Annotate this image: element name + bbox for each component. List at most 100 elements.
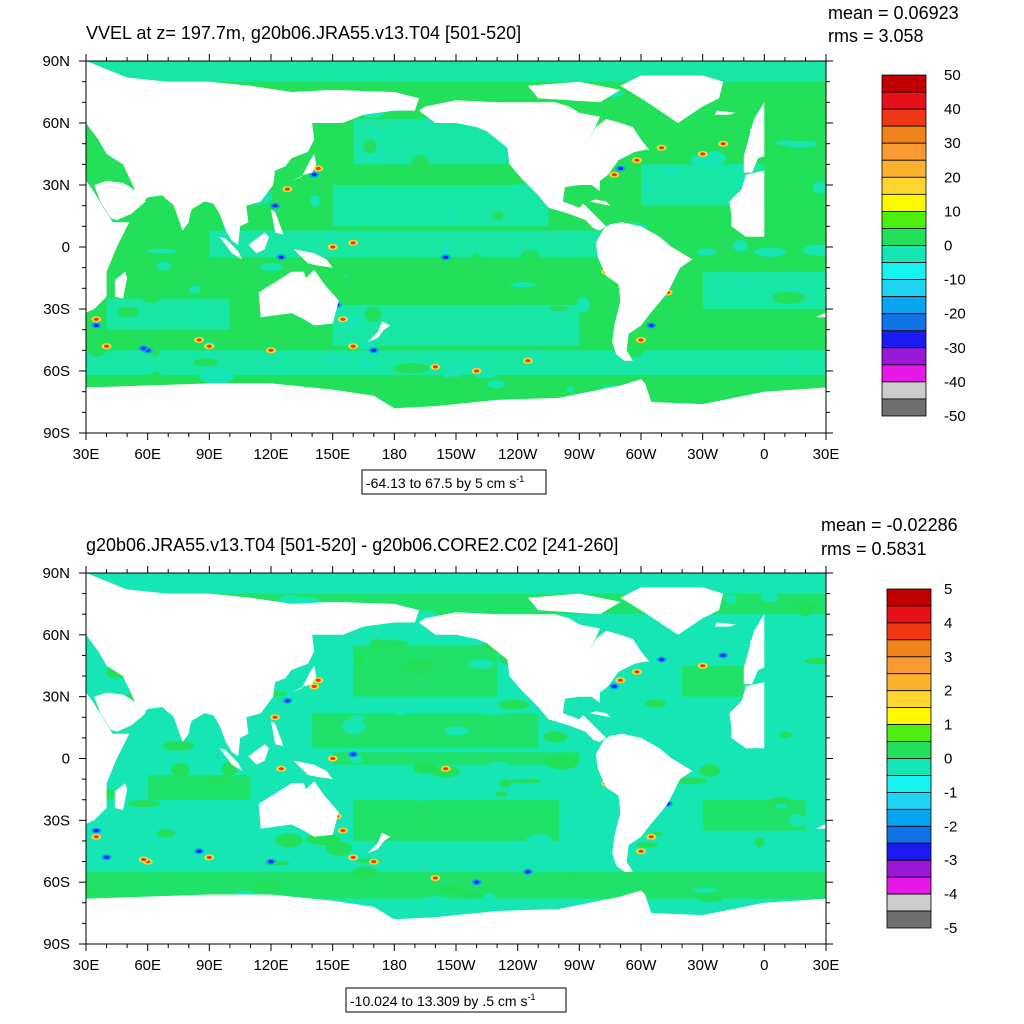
hotspot-outer xyxy=(50,352,60,358)
y-tick-label: 30S xyxy=(43,812,70,829)
colorbar-label: -4 xyxy=(944,886,957,903)
land-greenland xyxy=(620,75,724,123)
colorbar-bin xyxy=(881,125,927,144)
x-tick-label: 90W xyxy=(564,446,596,463)
contour-info-text: -10.024 to 13.309 by .5 cm s-1 xyxy=(350,992,535,1009)
field-patch xyxy=(342,718,366,735)
colorbar-label: 30 xyxy=(944,135,961,152)
field-patch xyxy=(690,154,718,166)
x-tick-label: 120W xyxy=(498,446,538,463)
field-patch xyxy=(652,835,680,842)
x-tick-label: 180 xyxy=(382,957,407,974)
land-africawest xyxy=(729,682,765,749)
colorbar-bin xyxy=(881,364,927,383)
x-tick-label: 180 xyxy=(382,446,407,463)
land-sumatra xyxy=(219,748,243,771)
field-patch xyxy=(483,892,496,901)
colorbar-bin xyxy=(886,775,932,793)
hotspot-inner xyxy=(311,173,317,177)
hotspot-inner xyxy=(104,855,110,860)
land-canadaarctic xyxy=(527,81,621,103)
contour-info-main: -64.13 to 67.5 by 5 cm s xyxy=(366,475,516,491)
hotspot-outer xyxy=(60,848,70,854)
hotspot-inner xyxy=(525,359,531,363)
hotspot-outer xyxy=(71,859,81,865)
field-patch xyxy=(117,306,139,318)
field-patch xyxy=(444,361,478,373)
field-patch xyxy=(775,803,788,809)
colorbar-bin xyxy=(881,91,927,110)
sign-band xyxy=(682,665,744,697)
field-patch xyxy=(275,833,303,848)
field-patch xyxy=(725,594,737,605)
field-patch xyxy=(481,706,508,716)
land-samerica xyxy=(595,733,693,872)
field-patch xyxy=(156,261,171,271)
field-patch xyxy=(328,277,364,292)
land-africawest xyxy=(729,170,765,237)
field-patch xyxy=(790,601,819,609)
colorbar-bin xyxy=(881,108,927,127)
hotspot-inner xyxy=(196,849,202,853)
hotspot-inner xyxy=(474,880,480,884)
colorbar-label: -30 xyxy=(944,340,966,357)
colorbar-bin xyxy=(886,622,932,641)
colorbar-label: 3 xyxy=(944,649,952,666)
field-patch xyxy=(526,834,552,846)
field-patch xyxy=(353,654,364,666)
field-patch xyxy=(260,263,283,271)
field-patch xyxy=(775,361,793,367)
field-patch xyxy=(734,163,744,173)
land-canadaarctic xyxy=(527,593,621,615)
sign-band xyxy=(86,61,826,82)
colorbar-label: -5 xyxy=(944,920,957,937)
hotspot-outer xyxy=(71,347,81,353)
sign-band xyxy=(332,752,580,765)
colorbar-bin xyxy=(886,605,932,624)
hotspot-inner xyxy=(659,146,665,150)
field-patch xyxy=(662,166,679,178)
field-patch xyxy=(696,248,717,256)
land-japan xyxy=(291,154,317,181)
field-patch xyxy=(769,797,793,808)
field-patch xyxy=(141,291,162,303)
land-india xyxy=(164,702,206,742)
field-patch xyxy=(546,755,579,770)
field-patch xyxy=(375,290,407,300)
field-patch xyxy=(360,154,391,164)
rms-stat: rms = 3.058 xyxy=(828,26,924,46)
field-patch xyxy=(356,360,379,367)
hotspot-inner xyxy=(350,752,356,757)
land-australia xyxy=(258,781,339,837)
colorbar-bin xyxy=(881,210,927,229)
hotspot-inner xyxy=(700,152,706,156)
field-patch xyxy=(786,97,819,111)
field-patch xyxy=(550,306,568,312)
land xyxy=(86,573,826,944)
field-patch xyxy=(140,366,154,375)
hotspot-inner xyxy=(93,829,99,833)
colorbar-bin xyxy=(886,792,932,810)
sign-band xyxy=(353,799,559,841)
bottom-panel: 30E 60E 90E 120E 150E 180 150W 120W 90W 60W 30W 0 30… xyxy=(42,515,958,1013)
mean-stat: mean = -0.02286 xyxy=(821,515,958,535)
colorbar-bin xyxy=(881,142,927,161)
colorbar-label: 1 xyxy=(944,717,952,734)
field-patch xyxy=(204,775,228,784)
mean-stat: mean = 0.06923 xyxy=(828,3,959,23)
y-tick-label: 30N xyxy=(42,689,70,706)
colorbar-bin xyxy=(886,707,932,726)
colorbar: 50 40 30 20 10 0 -10 -20 -30 -40 -50 xyxy=(881,67,966,425)
land-philippines xyxy=(271,721,284,747)
field-patch xyxy=(802,244,826,256)
field-patch xyxy=(443,214,455,222)
colorbar-label: 5 xyxy=(944,581,952,598)
colorbar-bin xyxy=(881,398,927,417)
hotspot-inner xyxy=(340,317,346,321)
x-tick-label: 150W xyxy=(436,957,476,974)
hotspot-inner xyxy=(617,678,624,682)
contour-info-superscript: -1 xyxy=(516,474,524,484)
land-antarctica xyxy=(86,890,826,944)
panel-title: VVEL at z= 197.7m, g20b06.JRA55.v13.T04 … xyxy=(86,23,521,43)
colorbar-bin xyxy=(886,690,932,709)
